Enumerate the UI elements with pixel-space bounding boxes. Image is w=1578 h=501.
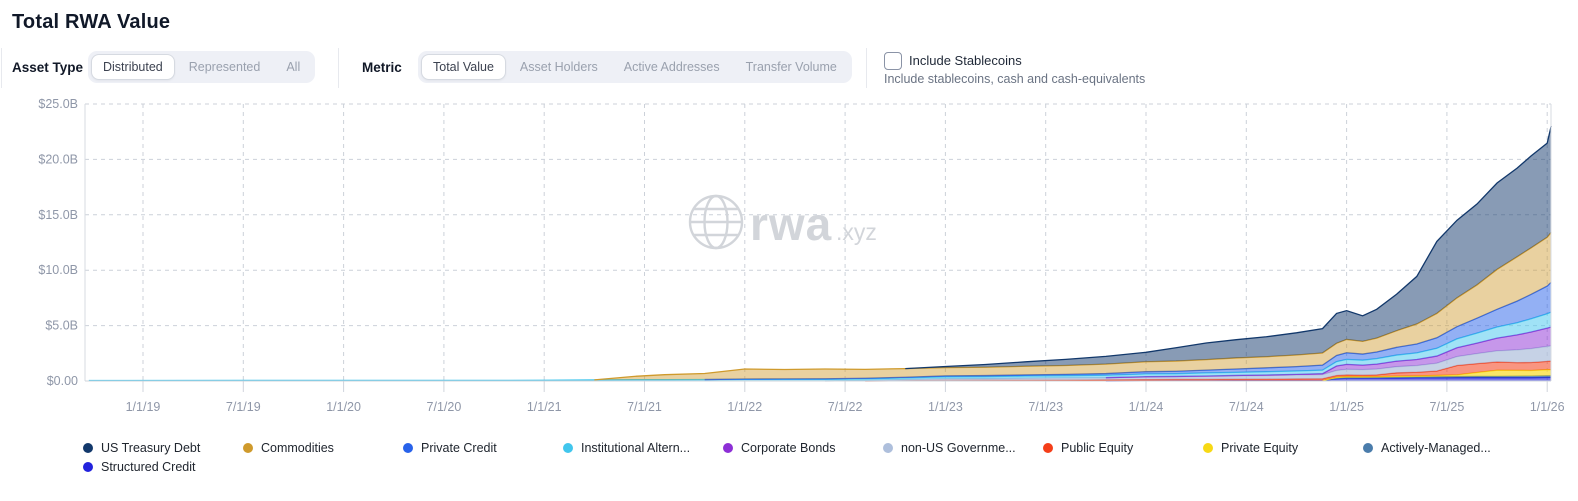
x-axis-label: 7/1/22	[828, 400, 863, 414]
x-axis-label: 1/1/22	[727, 400, 762, 414]
y-axis-label: $5.0B	[45, 319, 78, 333]
legend-label: Commodities	[261, 440, 334, 455]
commodities-legend-dot-icon	[243, 442, 253, 453]
legend-label: US Treasury Debt	[101, 440, 201, 455]
legend-label: Corporate Bonds	[741, 440, 836, 455]
structured-credit-legend-dot-icon	[83, 461, 93, 472]
asset-type-segmented: Distributed Represented All	[88, 51, 316, 83]
include-stablecoins-checkbox[interactable]	[884, 52, 902, 70]
y-axis-label: $20.0B	[38, 152, 78, 166]
x-axis-label: 1/1/20	[326, 400, 361, 414]
x-axis-label: 7/1/20	[427, 400, 462, 414]
asset-type-option-represented[interactable]: Represented	[177, 54, 273, 80]
watermark-suffix: .xyz	[836, 219, 877, 245]
legend-label: Public Equity	[1061, 440, 1134, 455]
legend-label: Private Equity	[1221, 440, 1299, 455]
divider	[338, 48, 339, 88]
public-equity-legend-dot-icon	[1043, 442, 1053, 453]
x-axis-label: 7/1/19	[226, 400, 261, 414]
asset-type-option-all[interactable]: All	[274, 54, 312, 80]
controls-row: Asset Type Distributed Represented All Met…	[0, 46, 1578, 90]
x-axis-label: 7/1/23	[1028, 400, 1063, 414]
line-institutional-alternative	[88, 311, 1552, 382]
private-equity-legend-dot-icon	[1203, 442, 1213, 453]
legend-label: Structured Credit	[101, 459, 196, 474]
legend-label: non-US Governme...	[901, 440, 1016, 455]
x-axis-label: 1/1/24	[1129, 400, 1164, 414]
area-us-treasury-debt	[88, 125, 1552, 381]
include-stablecoins-description: Include stablecoins, cash and cash-equiv…	[884, 72, 1146, 86]
line-us-treasury-debt	[905, 125, 1552, 370]
y-axis-label: $15.0B	[38, 208, 78, 222]
x-axis-label: 1/1/25	[1329, 400, 1364, 414]
us-treasury-debt-legend-dot-icon	[83, 442, 93, 453]
legend-item-corporate-bonds[interactable]: Corporate Bonds	[723, 438, 883, 457]
x-axis-label: 1/1/19	[126, 400, 161, 414]
legend-label: Institutional Altern...	[581, 440, 691, 455]
x-axis-label: 1/1/23	[928, 400, 963, 414]
line-private-credit	[704, 281, 1552, 381]
legend-item-private-equity[interactable]: Private Equity	[1203, 438, 1363, 457]
x-axis-label: 1/1/21	[527, 400, 562, 414]
divider	[1, 48, 2, 88]
rwa-value-chart[interactable]: $25.0B $20.0B $15.0B $10.0B $5.0B $0.00 1/1/19…	[0, 0, 1578, 430]
legend-item-us-treasury-debt[interactable]: US Treasury Debt	[83, 438, 243, 457]
y-axis-label: $25.0B	[38, 97, 78, 111]
include-stablecoins-label[interactable]: Include Stablecoins	[909, 53, 1022, 68]
legend-item-actively-managed[interactable]: Actively-Managed...	[1363, 438, 1523, 457]
divider	[866, 48, 867, 88]
institutional-alternative-legend-dot-icon	[563, 442, 573, 453]
metric-option-total-value[interactable]: Total Value	[421, 54, 506, 80]
metric-option-active-addresses[interactable]: Active Addresses	[612, 54, 732, 80]
x-axis-label: 7/1/24	[1229, 400, 1264, 414]
legend-label: Actively-Managed...	[1381, 440, 1491, 455]
private-credit-legend-dot-icon	[403, 442, 413, 453]
x-axis-label: 1/1/26	[1530, 400, 1565, 414]
x-axis-label: 7/1/25	[1430, 400, 1465, 414]
metric-option-transfer-volume[interactable]: Transfer Volume	[734, 54, 849, 80]
legend-label: Private Credit	[421, 440, 497, 455]
legend-item-structured-credit[interactable]: Structured Credit	[83, 457, 243, 476]
asset-type-option-distributed[interactable]: Distributed	[91, 54, 175, 80]
asset-type-label: Asset Type	[12, 60, 84, 75]
area-commodities	[88, 232, 1552, 381]
x-axis-label: 7/1/21	[627, 400, 662, 414]
actively-managed-legend-dot-icon	[1363, 442, 1373, 453]
legend-item-public-equity[interactable]: Public Equity	[1043, 438, 1203, 457]
legend-item-commodities[interactable]: Commodities	[243, 438, 403, 457]
chart-legend: US Treasury Debt Commodities Private Credi…	[83, 438, 1575, 476]
watermark-text: rwa	[750, 198, 832, 250]
legend-item-non-us-government[interactable]: non-US Governme...	[883, 438, 1043, 457]
metric-option-asset-holders[interactable]: Asset Holders	[508, 54, 610, 80]
legend-item-private-credit[interactable]: Private Credit	[403, 438, 563, 457]
rwa-xyz-watermark: rwa .xyz	[688, 194, 877, 250]
globe-icon	[688, 194, 744, 250]
page-title: Total RWA Value	[12, 11, 171, 33]
non-us-government-legend-dot-icon	[883, 442, 893, 453]
corporate-bonds-legend-dot-icon	[723, 442, 733, 453]
y-axis-label: $0.00	[47, 374, 78, 388]
metric-segmented: Total Value Asset Holders Active Addresses…	[418, 51, 852, 83]
metric-label: Metric	[362, 60, 402, 75]
y-axis-label: $10.0B	[38, 263, 78, 277]
legend-item-institutional-alternative[interactable]: Institutional Altern...	[563, 438, 723, 457]
